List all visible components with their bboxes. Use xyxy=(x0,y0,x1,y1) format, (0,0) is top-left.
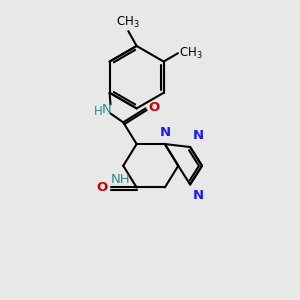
Text: CH$_3$: CH$_3$ xyxy=(116,15,140,30)
Text: NH: NH xyxy=(111,173,131,186)
Text: N: N xyxy=(102,103,112,116)
Text: O: O xyxy=(148,101,159,114)
Text: N: N xyxy=(193,129,204,142)
Text: N: N xyxy=(159,126,170,139)
Text: CH$_3$: CH$_3$ xyxy=(179,46,203,61)
Text: N: N xyxy=(193,189,204,202)
Text: H: H xyxy=(94,105,103,118)
Text: O: O xyxy=(96,181,107,194)
